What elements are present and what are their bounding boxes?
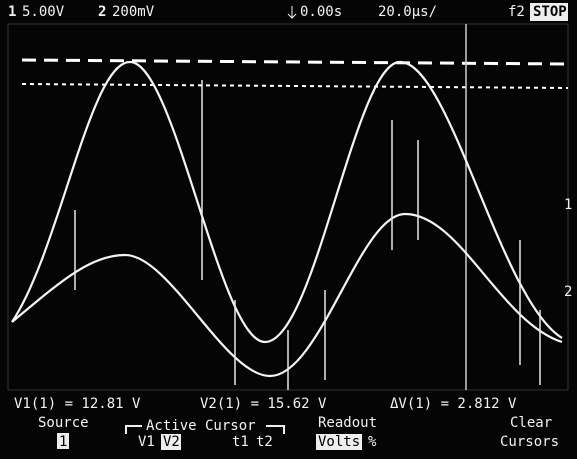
softkey-label: Active Cursor [146, 418, 256, 434]
run-state: STOP [533, 4, 567, 20]
time-scale: 20.0µs/ [378, 4, 437, 20]
ch1-marker: 1 [564, 197, 572, 213]
v2-readout: V2(1) = 15.62 V [200, 396, 327, 412]
trigger-source: f2 [508, 4, 525, 20]
run-state-box [530, 3, 568, 21]
softkey-time-cursors[interactable]: t1 t2 [232, 434, 273, 450]
softkey-value: 1 [59, 434, 67, 450]
highlight [161, 434, 181, 450]
highlight [316, 434, 362, 450]
cursor-v1 [21, 83, 569, 89]
softkey-readout[interactable]: Readout Volts % [316, 415, 377, 450]
softkey-option: V1 [138, 434, 155, 450]
ch2-marker: 2 [564, 284, 572, 300]
softkey-source[interactable]: Source 1 [38, 415, 89, 450]
cursor-v2 [21, 58, 569, 66]
softkey-active-cursor[interactable]: Active Cursor V1 V2 [125, 418, 285, 450]
bracket [125, 425, 285, 434]
trigger-position-icon [287, 6, 297, 19]
softkey-option: t2 [256, 434, 273, 450]
ch1-number: 1 [8, 4, 16, 20]
softkey-clear-cursors[interactable]: Clear Cursors [500, 415, 559, 450]
v1-readout: V1(1) = 12.81 V [14, 396, 141, 412]
ch2-number: 2 [98, 4, 106, 20]
time-offset: 0.00s [300, 4, 342, 20]
softkey-option: % [368, 434, 377, 450]
ch2-scale: 200mV [112, 4, 155, 20]
softkey-option: t1 [232, 434, 249, 450]
ch1-scale: 5.00V [22, 4, 65, 20]
softkey-label: Readout [318, 415, 377, 431]
channel-1-trace [11, 60, 563, 344]
delta-v-readout: ΔV(1) = 2.812 V [390, 396, 517, 412]
softkey-label: Cursors [500, 434, 559, 450]
status-bar: 1 5.00V 2 200mV 0.00s 20.0µs/ f2 STOP [8, 3, 568, 21]
noise-spikes [74, 80, 541, 390]
softkey-option: V2 [163, 434, 180, 450]
softkey-label: Source [38, 415, 89, 431]
softkey-option: Volts [318, 434, 360, 450]
softkey-label: Clear [510, 415, 552, 431]
highlight [57, 433, 69, 449]
